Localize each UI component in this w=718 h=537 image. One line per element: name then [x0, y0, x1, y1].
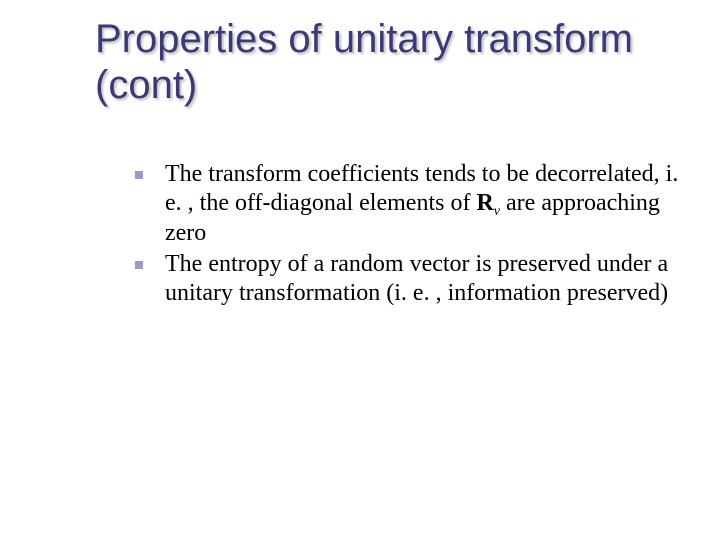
slide-body: The transform coefficients tends to be d…: [125, 160, 680, 310]
math-symbol-rv: Rv: [476, 189, 500, 218]
bullet-item: The entropy of a random vector is preser…: [125, 250, 680, 309]
bullet-text: The entropy of a random vector is preser…: [165, 251, 668, 306]
square-bullet-icon: [135, 171, 143, 179]
square-bullet-icon: [135, 261, 143, 269]
bullet-item: The transform coefficients tends to be d…: [125, 160, 680, 248]
slide: Properties of unitary transform (cont) T…: [0, 0, 718, 537]
slide-title: Properties of unitary transform (cont): [95, 16, 685, 108]
math-sub-v: v: [494, 204, 500, 219]
math-r: R: [476, 190, 493, 216]
